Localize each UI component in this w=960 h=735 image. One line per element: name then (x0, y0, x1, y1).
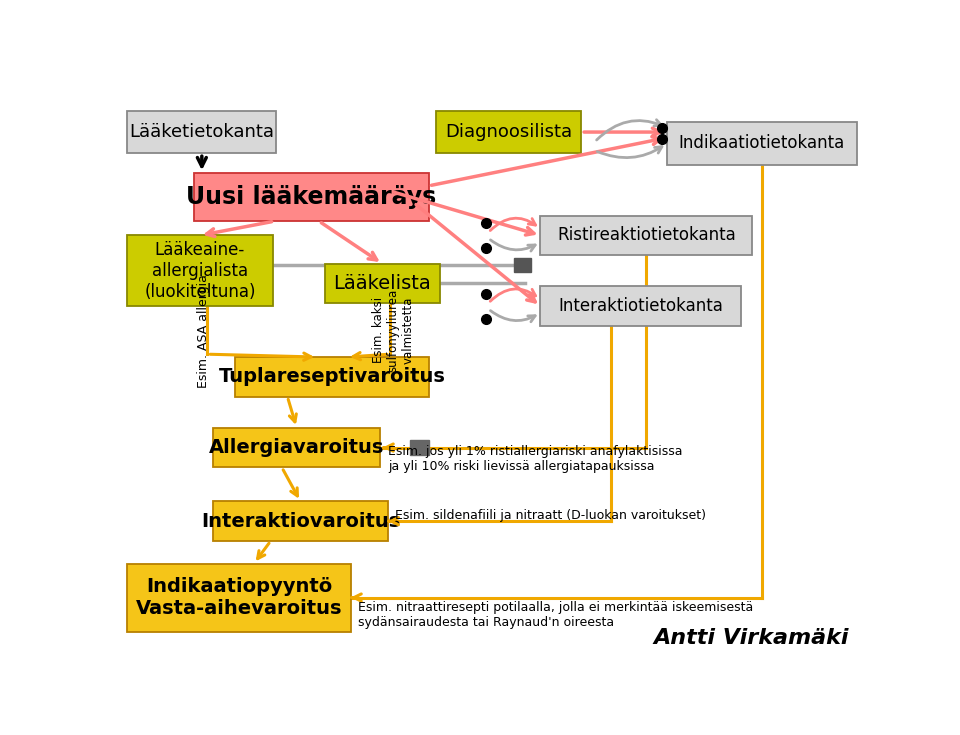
Bar (515, 258, 531, 273)
Text: Lääketietokanta: Lääketietokanta (130, 123, 275, 141)
Text: Esim. kaksi
sulfonyyliurea
valmistetta: Esim. kaksi sulfonyyliurea valmistetta (372, 289, 415, 372)
FancyBboxPatch shape (128, 235, 273, 306)
FancyBboxPatch shape (235, 357, 429, 397)
FancyBboxPatch shape (213, 501, 388, 541)
Text: Lääkeaine-
allergialista
(luokiteltuna): Lääkeaine- allergialista (luokiteltuna) (144, 241, 255, 301)
Text: Esim. jos yli 1% ristiallergiariski anafylaktisissa
ja yli 10% riski lievissä al: Esim. jos yli 1% ristiallergiariski anaf… (388, 445, 683, 473)
FancyBboxPatch shape (436, 111, 581, 154)
Text: Indikaatiotietokanta: Indikaatiotietokanta (679, 135, 845, 152)
Text: Antti Virkamäki: Antti Virkamäki (654, 628, 849, 648)
Text: Indikaatiopyyntö
Vasta-aihevaroitus: Indikaatiopyyntö Vasta-aihevaroitus (135, 577, 343, 618)
Text: Tuplareseptivaroitus: Tuplareseptivaroitus (219, 368, 445, 387)
Text: Esim. ASA allergia: Esim. ASA allergia (197, 275, 210, 389)
FancyBboxPatch shape (667, 122, 856, 165)
Text: Allergiavaroitus: Allergiavaroitus (209, 438, 384, 457)
FancyBboxPatch shape (128, 564, 350, 631)
FancyBboxPatch shape (213, 428, 380, 467)
Text: Interaktiotietokanta: Interaktiotietokanta (559, 297, 723, 315)
FancyBboxPatch shape (194, 173, 429, 221)
FancyBboxPatch shape (128, 111, 276, 154)
Text: Esim. nitraattiresepti potilaalla, jolla ei merkintää iskeemisestä
sydänsairaude: Esim. nitraattiresepti potilaalla, jolla… (358, 600, 754, 628)
Text: Uusi lääkemääräys: Uusi lääkemääräys (186, 185, 437, 209)
Text: Lääkelista: Lääkelista (333, 274, 431, 293)
FancyBboxPatch shape (540, 215, 753, 255)
FancyBboxPatch shape (324, 264, 440, 304)
Text: Esim. sildenafiili ja nitraatt (D-luokan varoitukset): Esim. sildenafiili ja nitraatt (D-luokan… (396, 509, 707, 522)
FancyBboxPatch shape (540, 287, 741, 326)
Text: Interaktiovaroitus: Interaktiovaroitus (201, 512, 400, 531)
Text: Ristireaktiotietokanta: Ristireaktiotietokanta (557, 226, 735, 244)
Bar (410, 440, 429, 455)
Text: Diagnoosilista: Diagnoosilista (445, 123, 572, 141)
